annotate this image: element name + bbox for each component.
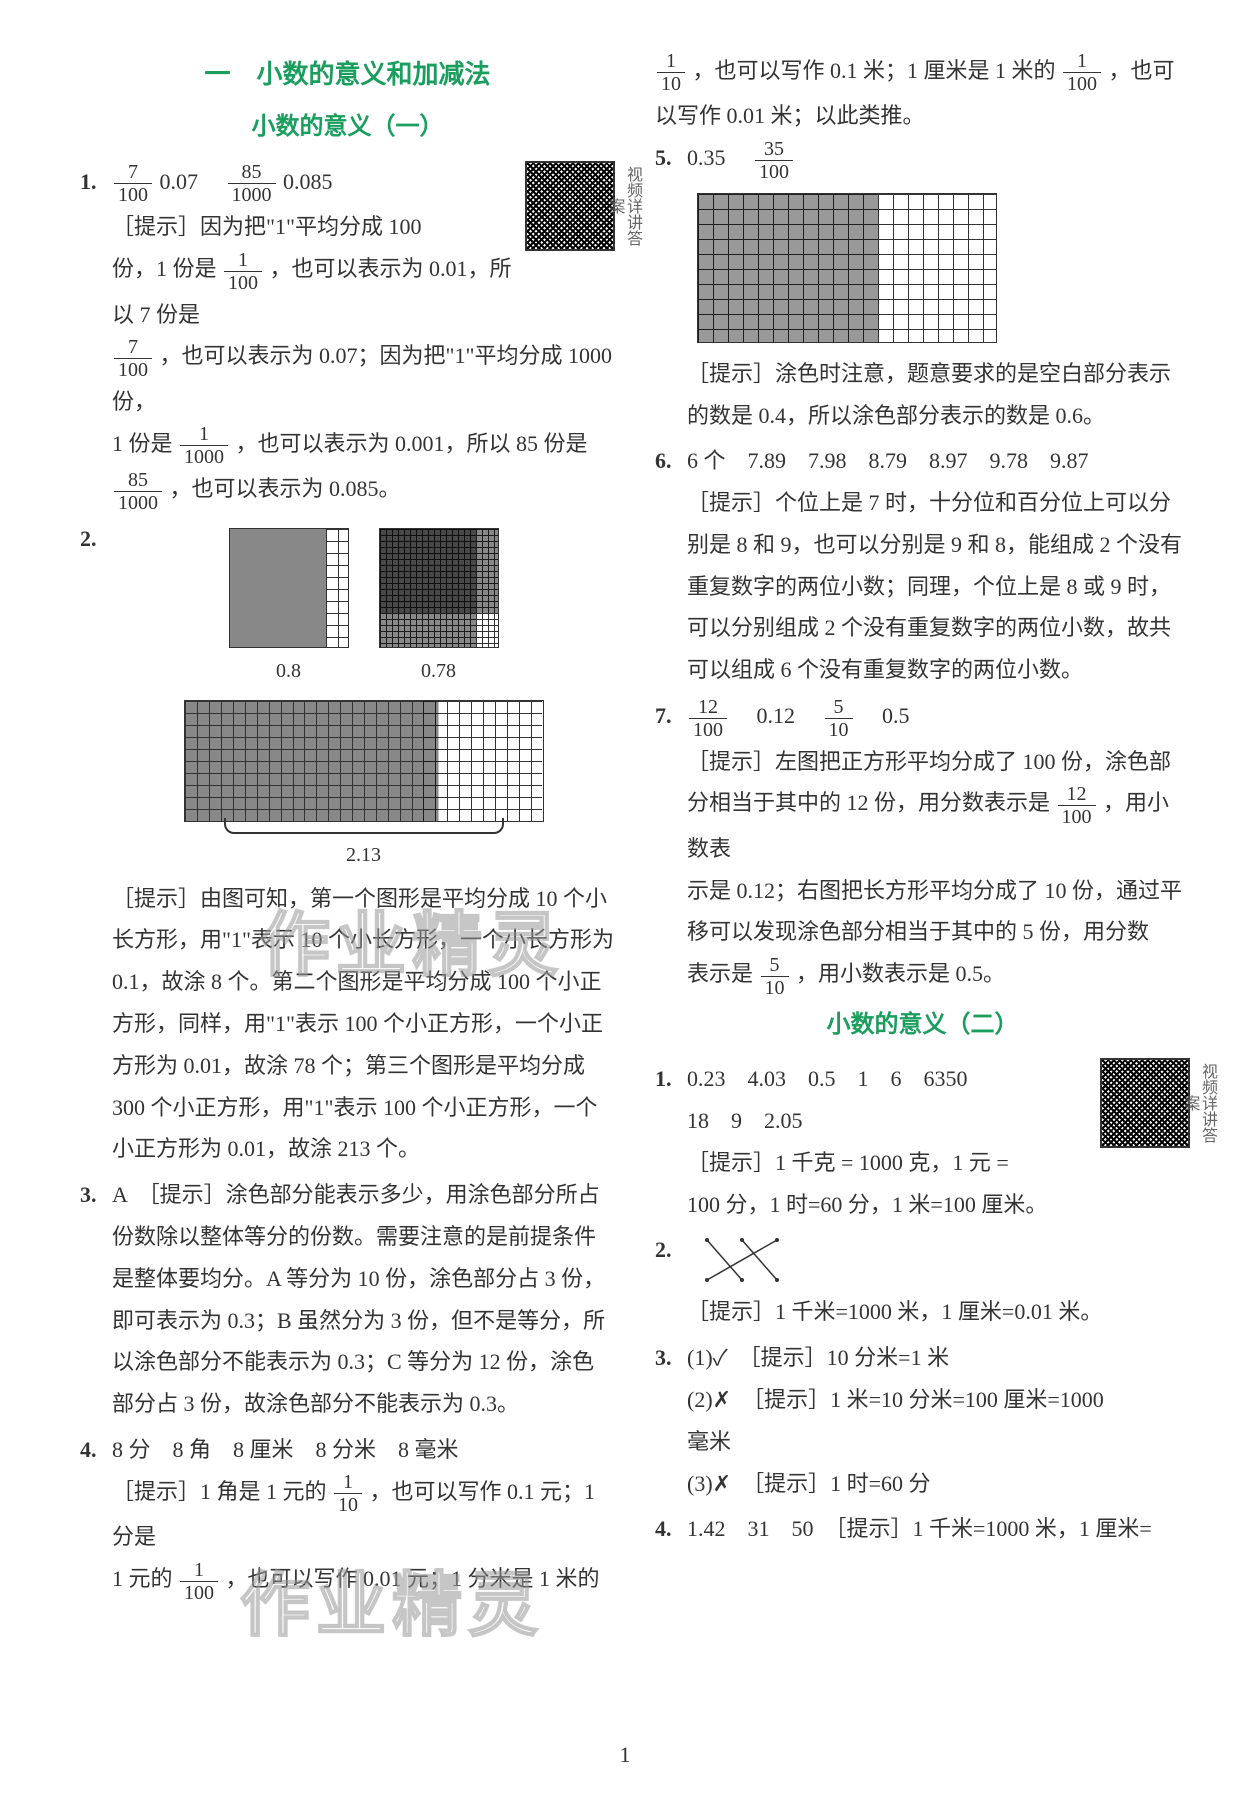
q-num: 2.	[80, 518, 112, 1171]
q-num: 4.	[80, 1429, 112, 1604]
section-title-2: 小数的意义（二）	[655, 1003, 1190, 1049]
page-number: 1	[620, 1734, 631, 1776]
brace-icon: 2.13	[184, 818, 544, 874]
q-num: 4.	[655, 1508, 687, 1550]
q-body: 8 分 8 角 8 厘米 8 分米 8 毫米 ［提示］1 角是 1 元的 110…	[112, 1429, 615, 1604]
q-body: ［提示］1 千米=1000 米，1 厘米=0.01 米。	[687, 1229, 1190, 1333]
question-7: 7. 12100 0.12 510 0.5 ［提示］左图把正方形平均分成了 10…	[655, 695, 1190, 999]
grid-caption: 0.78	[379, 652, 499, 690]
qr-label: 视频详讲答案	[619, 163, 641, 249]
qr-icon: 视频详讲答案	[1100, 1058, 1190, 1148]
fraction: 851000	[228, 161, 276, 206]
ans-text: 0.07	[160, 169, 199, 194]
left-column: 一 小数的意义和加减法 小数的意义（一） 1. 视频详讲答案 7100 0.07…	[80, 50, 615, 1608]
hint: ［提示］由图可知，第一个图形是平均分成 10 个小长方形，用"1"表示 10 个…	[112, 878, 615, 1171]
q-body: (1)✓ ［提示］10 分米=1 米 (2)✗ ［提示］1 米=10 分米=10…	[687, 1337, 1190, 1504]
q-num: 1.	[80, 161, 112, 514]
hint: ［提示］1 千米=1000 米，1 厘米=0.01 米。	[687, 1291, 1190, 1333]
grid-icon	[229, 528, 349, 648]
question-4: 4. 8 分 8 角 8 厘米 8 分米 8 毫米 ［提示］1 角是 1 元的 …	[80, 1429, 615, 1604]
section-title: 小数的意义（一）	[80, 105, 615, 151]
q-body: 12100 0.12 510 0.5 ［提示］左图把正方形平均分成了 100 份…	[687, 695, 1190, 999]
grid-icon	[379, 528, 499, 648]
q-num: 7.	[655, 695, 687, 999]
s2-question-1: 1. 视频详讲答案 0.23 4.03 0.5 1 6 6350 18 9 2.…	[655, 1058, 1190, 1225]
hint: ［提示］个位上是 7 时，十分位和百分位上可以分别是 8 和 9，也可以分别是 …	[687, 482, 1190, 691]
s2-question-2: 2. ［提示］1 千米=1000 米，1 厘米=0.01 米。	[655, 1229, 1190, 1333]
grid-icon	[184, 700, 544, 822]
q-num: 6.	[655, 440, 687, 691]
ans-text: 0.085	[283, 169, 333, 194]
question-1: 1. 视频详讲答案 7100 0.07 851000 0.085 ［提示］因为把…	[80, 161, 615, 514]
fraction: 7100	[114, 161, 152, 206]
q-num: 1.	[655, 1058, 687, 1225]
qr-icon: 视频详讲答案	[525, 161, 615, 251]
right-column: 110 ，也可以写作 0.1 米；1 厘米是 1 米的 1100 ，也可 以写作…	[655, 50, 1190, 1608]
q-num: 5.	[655, 137, 687, 436]
question-6: 6. 6 个 7.89 7.98 8.79 8.97 9.78 9.87 ［提示…	[655, 440, 1190, 691]
q-body: 视频详讲答案 7100 0.07 851000 0.085 ［提示］因为把"1"…	[112, 161, 615, 514]
s2-question-3: 3. (1)✓ ［提示］10 分米=1 米 (2)✗ ［提示］1 米=10 分米…	[655, 1337, 1190, 1504]
q-num: 3.	[80, 1174, 112, 1425]
qr-label: 视频详讲答案	[1194, 1060, 1216, 1146]
shaded-grid-icon	[697, 193, 997, 343]
grid-row-1: 0.8 0.78	[112, 528, 615, 690]
question-5: 5. 0.35 35100 ［提示］涂色时注意，题意要求的是空白部分表示的数是 …	[655, 137, 1190, 436]
chapter-title: 一 小数的意义和加减法	[80, 50, 615, 99]
continuation: 110 ，也可以写作 0.1 米；1 厘米是 1 米的 1100 ，也可	[655, 50, 1190, 95]
grid-row-2: 2.13	[112, 700, 615, 874]
s2-question-4: 4. 1.42 31 50 ［提示］1 千米=1000 米，1 厘米=	[655, 1508, 1190, 1550]
hint: ［提示］涂色时注意，题意要求的是空白部分表示的数是 0.4，所以涂色部分表示的数…	[687, 353, 1190, 437]
q-body: 6 个 7.89 7.98 8.79 8.97 9.78 9.87 ［提示］个位…	[687, 440, 1190, 691]
grid-caption: 0.8	[229, 652, 349, 690]
q-body: 视频详讲答案 0.23 4.03 0.5 1 6 6350 18 9 2.05 …	[687, 1058, 1190, 1225]
question-2: 2. 0.8 0.78	[80, 518, 615, 1171]
question-3: 3. A ［提示］涂色部分能表示多少，用涂色部分所占份数除以整体等分的份数。需要…	[80, 1174, 615, 1425]
q-body: 1.42 31 50 ［提示］1 千米=1000 米，1 厘米=	[687, 1508, 1190, 1550]
q-body: 0.8 0.78 2.13	[112, 518, 615, 1171]
q-num: 3.	[655, 1337, 687, 1504]
q-num: 2.	[655, 1229, 687, 1333]
q-body: 0.35 35100 ［提示］涂色时注意，题意要求的是空白部分表示的数是 0.4…	[687, 137, 1190, 436]
q-body: A ［提示］涂色部分能表示多少，用涂色部分所占份数除以整体等分的份数。需要注意的…	[112, 1174, 615, 1425]
matching-icon	[697, 1235, 787, 1285]
